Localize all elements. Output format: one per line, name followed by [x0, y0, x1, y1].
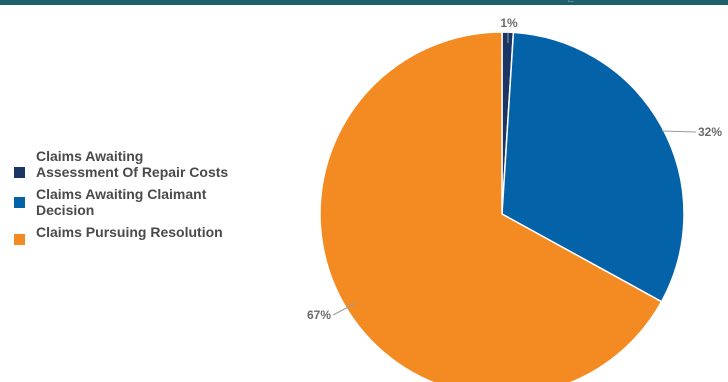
data-label: 32%: [698, 125, 722, 139]
header-corner-mark: [568, 0, 574, 2]
legend-label: Claims Pursuing Resolution: [36, 224, 223, 240]
legend-item[interactable]: Claims Awaiting Assessment Of Repair Cos…: [14, 148, 229, 180]
legend-item[interactable]: Claims Awaiting Claimant Decision: [14, 186, 229, 218]
header-band: [0, 0, 728, 5]
data-label: 1%: [500, 16, 518, 30]
legend-swatch: [14, 197, 25, 208]
legend-label: Claims Awaiting Assessment Of Repair Cos…: [36, 148, 229, 180]
leader-line: [332, 302, 357, 316]
data-label: 67%: [307, 308, 331, 322]
legend-swatch: [14, 234, 25, 245]
pie-slice[interactable]: [319, 31, 663, 382]
legend-swatch: [14, 167, 25, 178]
leader-line: [661, 130, 697, 133]
chart-legend: Claims Awaiting Assessment Of Repair Cos…: [14, 148, 229, 246]
legend-label: Claims Awaiting Claimant Decision: [36, 186, 207, 218]
pie-slice[interactable]: [501, 31, 685, 303]
legend-item[interactable]: Claims Pursuing Resolution: [14, 224, 229, 245]
